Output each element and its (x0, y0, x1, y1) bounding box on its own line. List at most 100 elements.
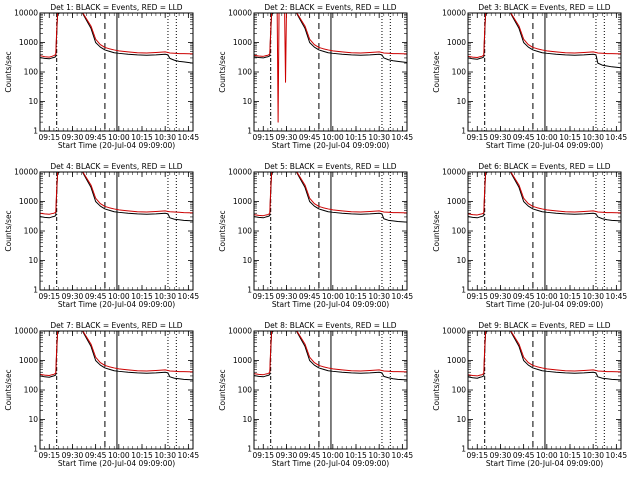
series-lld-line (468, 331, 621, 377)
y-tick-label: 10000 (228, 168, 252, 177)
x-tick-label: 10:00 (108, 133, 130, 142)
x-axis-label: Start Time (20-Jul-04 09:09:00) (486, 141, 603, 150)
x-tick-label: 09:15 (38, 292, 60, 301)
x-tick-label: 10:45 (392, 451, 414, 460)
series-lld-line (254, 331, 407, 376)
panel-title: Det 3: BLACK = Events, RED = LLD (478, 3, 610, 12)
x-tick-label: 09:15 (466, 133, 488, 142)
x-tick-label: 09:30 (490, 451, 512, 460)
y-tick-label: 10000 (228, 327, 252, 336)
y-axis-label: Counts/sec (4, 51, 13, 92)
y-tick-label: 1000 (447, 197, 466, 206)
x-tick-label: 10:00 (322, 292, 344, 301)
y-tick-label: 100 (238, 227, 253, 236)
y-tick-label: 10 (28, 415, 38, 424)
series-lld-line (40, 172, 193, 215)
plot-frame (39, 171, 194, 291)
panel-4: Det 4: BLACK = Events, RED = LLD 1 10 100 10… (4, 162, 199, 309)
x-tick-label: 09:30 (62, 292, 84, 301)
panel-title: Det 2: BLACK = Events, RED = LLD (264, 3, 396, 12)
y-tick-label: 10 (242, 415, 252, 424)
y-tick-label: 1000 (233, 197, 252, 206)
x-tick-label: 09:30 (276, 133, 298, 142)
y-tick-label: 100 (24, 386, 39, 395)
y-axis-label: Counts/sec (432, 51, 441, 92)
panel-7: Det 7: BLACK = Events, RED = LLD 1 10 100 10… (4, 321, 199, 468)
x-tick-label: 09:45 (299, 451, 321, 460)
x-tick-label: 09:45 (513, 292, 535, 301)
panel-6: Det 6: BLACK = Events, RED = LLD 1 10 100 10… (432, 162, 627, 309)
y-tick-label: 10 (242, 97, 252, 106)
panel-title: Det 1: BLACK = Events, RED = LLD (50, 3, 182, 12)
x-tick-label: 09:45 (513, 133, 535, 142)
x-tick-label: 09:45 (85, 292, 107, 301)
x-tick-label: 09:45 (299, 292, 321, 301)
plot-frame (467, 12, 622, 132)
y-tick-label: 10 (28, 97, 38, 106)
y-tick-label: 10 (456, 256, 466, 265)
series-events-line (254, 172, 407, 223)
x-tick-label: 10:45 (606, 292, 628, 301)
y-tick-label: 1 (247, 445, 252, 454)
y-tick-label: 10000 (442, 327, 466, 336)
x-tick-label: 10:00 (322, 133, 344, 142)
y-tick-label: 10000 (442, 168, 466, 177)
panel-title: Det 4: BLACK = Events, RED = LLD (50, 162, 182, 171)
y-tick-label: 10000 (14, 9, 38, 18)
panel-8: Det 8: BLACK = Events, RED = LLD 1 10 100 10… (218, 321, 413, 468)
x-tick-label: 10:30 (154, 133, 176, 142)
x-tick-label: 09:30 (276, 451, 298, 460)
x-tick-label: 10:15 (131, 133, 153, 142)
x-axis-label: Start Time (20-Jul-04 09:09:00) (272, 300, 389, 309)
x-tick-label: 10:15 (345, 133, 367, 142)
x-tick-label: 09:15 (38, 451, 60, 460)
y-axis-label: Counts/sec (218, 369, 227, 410)
x-tick-label: 10:30 (582, 133, 604, 142)
x-tick-label: 10:00 (108, 292, 130, 301)
series-lld-line (254, 172, 407, 217)
panel-title: Det 6: BLACK = Events, RED = LLD (478, 162, 610, 171)
x-tick-label: 10:15 (559, 451, 581, 460)
x-axis-label: Start Time (20-Jul-04 09:09:00) (272, 141, 389, 150)
x-axis-label: Start Time (20-Jul-04 09:09:00) (58, 459, 175, 468)
y-tick-label: 1 (461, 127, 466, 136)
y-tick-label: 100 (452, 386, 467, 395)
x-tick-label: 10:15 (345, 451, 367, 460)
x-tick-label: 10:30 (154, 451, 176, 460)
y-tick-label: 1 (33, 445, 38, 454)
series-lld-line (40, 331, 193, 376)
x-tick-label: 09:45 (85, 451, 107, 460)
y-tick-label: 100 (24, 227, 39, 236)
x-axis-label: Start Time (20-Jul-04 09:09:00) (486, 300, 603, 309)
x-tick-label: 10:45 (392, 133, 414, 142)
y-tick-label: 100 (24, 68, 39, 77)
x-tick-label: 09:15 (466, 292, 488, 301)
y-tick-label: 1000 (233, 38, 252, 47)
x-axis-label: Start Time (20-Jul-04 09:09:00) (58, 300, 175, 309)
x-tick-label: 10:00 (108, 451, 130, 460)
x-tick-label: 10:30 (368, 292, 390, 301)
x-tick-label: 10:15 (131, 451, 153, 460)
y-tick-label: 1000 (447, 38, 466, 47)
x-tick-label: 09:15 (252, 451, 274, 460)
series-lld-line (40, 13, 193, 58)
x-tick-label: 09:45 (513, 451, 535, 460)
x-tick-label: 09:30 (276, 292, 298, 301)
y-tick-label: 1000 (19, 356, 38, 365)
plot-frame (467, 330, 622, 450)
x-tick-label: 10:30 (154, 292, 176, 301)
y-tick-label: 1000 (19, 197, 38, 206)
x-tick-label: 10:15 (131, 292, 153, 301)
panel-9: Det 9: BLACK = Events, RED = LLD 1 10 100 10… (432, 321, 627, 468)
y-tick-label: 100 (238, 68, 253, 77)
x-tick-label: 10:45 (178, 451, 200, 460)
y-tick-label: 1 (33, 127, 38, 136)
y-tick-label: 100 (238, 386, 253, 395)
y-tick-label: 10 (242, 256, 252, 265)
x-tick-label: 09:15 (38, 133, 60, 142)
y-tick-label: 1000 (233, 356, 252, 365)
x-tick-label: 09:30 (490, 292, 512, 301)
series-events-line (40, 331, 193, 381)
x-tick-label: 10:30 (582, 451, 604, 460)
x-tick-label: 09:45 (85, 133, 107, 142)
